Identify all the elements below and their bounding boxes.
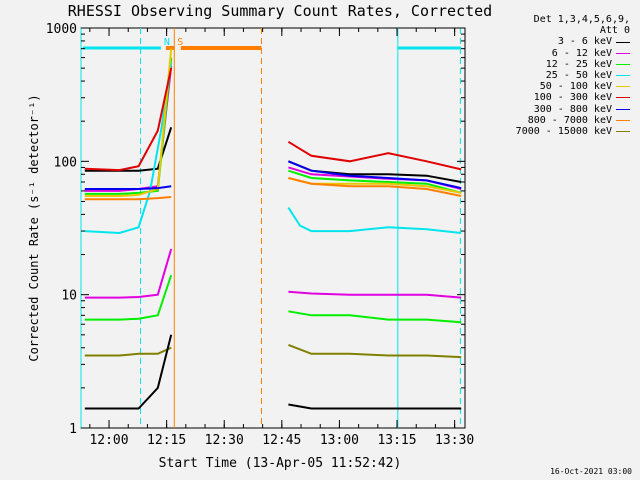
- legend-swatch: [616, 119, 630, 121]
- footer-stamp: 16-Oct-2021 03:00: [550, 467, 632, 476]
- series-line: [84, 248, 173, 299]
- legend-entry: 12 - 25 keV: [480, 59, 630, 70]
- legend-label: 800 - 7000 keV: [527, 114, 612, 126]
- legend-entry: 300 - 800 keV: [480, 104, 630, 115]
- series-line: [84, 67, 173, 172]
- series-line: [287, 207, 462, 234]
- series-line: [288, 403, 462, 410]
- legend-entry: 6 - 12 keV: [480, 48, 630, 59]
- legend-swatch: [616, 75, 630, 77]
- series-line: [84, 346, 172, 357]
- series-line: [84, 196, 172, 201]
- series-line: [288, 343, 462, 359]
- flag-label: N: [164, 37, 170, 48]
- series-line: [288, 290, 462, 299]
- series-line: [84, 334, 173, 410]
- legend-swatch: [616, 41, 630, 43]
- legend-swatch: [616, 108, 630, 110]
- legend-entry: 800 - 7000 keV: [480, 115, 630, 126]
- legend-entry: 50 - 100 keV: [480, 81, 630, 92]
- y-tick-label: 1000: [46, 22, 77, 37]
- legend-label: 300 - 800 keV: [533, 103, 612, 115]
- legend-swatch: [616, 63, 630, 65]
- series-line: [287, 140, 462, 171]
- x-tick-label: 12:30: [205, 433, 244, 448]
- legend-swatch: [616, 86, 630, 88]
- legend-swatch: [616, 52, 630, 54]
- series-line: [84, 48, 173, 197]
- series-line: [288, 310, 462, 324]
- x-axis: 12:00 12:15 12:30 12:45 13:00 13:15 13:30: [89, 28, 474, 448]
- x-axis-label: Start Time (13-Apr-05 11:52:42): [159, 456, 402, 471]
- series-line: [84, 62, 173, 235]
- legend-rows: 3 - 6 keV 6 - 12 keV 12 - 25 keV 25 - 50 ke…: [480, 36, 630, 137]
- legend-label: 50 - 100 keV: [539, 81, 612, 93]
- legend-swatch: [616, 97, 630, 99]
- y-tick-label: 10: [61, 289, 77, 304]
- legend-entry: 25 - 50 keV: [480, 70, 630, 81]
- flag-label: S: [177, 37, 183, 48]
- legend-entry: 3 - 6 keV: [480, 36, 630, 47]
- legend-label: 6 - 12 keV: [551, 47, 612, 59]
- legend-label: 7000 - 15000 keV: [515, 125, 612, 137]
- legend-label: 100 - 300 keV: [533, 92, 612, 104]
- y-axis-label: Corrected Count Rate (s⁻¹ detector⁻¹): [27, 94, 41, 361]
- x-tick-label: 13:15: [377, 433, 416, 448]
- legend-entry: 100 - 300 keV: [480, 92, 630, 103]
- legend-label: 12 - 25 keV: [545, 58, 612, 70]
- legend-label: 3 - 6 keV: [557, 36, 612, 48]
- legend-swatch: [616, 131, 630, 132]
- legend: Det 1,3,4,5,6,9, Att 0 3 - 6 keV 6 - 12 k…: [480, 14, 630, 137]
- y-axis: 1 10 100 1000: [46, 22, 465, 437]
- legend-label: 25 - 50 keV: [545, 69, 612, 81]
- series-line: [288, 169, 462, 194]
- legend-attenuator: Att 0: [599, 25, 630, 37]
- series-line: [84, 185, 172, 190]
- vertical-markers: [80, 28, 461, 428]
- chart-title: RHESSI Observing Summary Count Rates, Co…: [68, 2, 492, 20]
- series-line: [84, 274, 173, 321]
- y-tick-label: 1: [69, 422, 77, 437]
- legend-detectors: Det 1,3,4,5,6,9,: [533, 14, 630, 25]
- series-line: [288, 160, 462, 190]
- x-tick-label: 12:00: [89, 433, 128, 448]
- legend-entry: 7000 - 15000 keV: [480, 126, 630, 137]
- x-tick-label: 12:45: [262, 433, 301, 448]
- series-lines: [84, 48, 462, 410]
- series-line: [288, 177, 462, 197]
- y-tick-label: 100: [54, 155, 77, 170]
- x-tick-label: 13:30: [435, 433, 474, 448]
- x-tick-label: 13:00: [320, 433, 359, 448]
- x-tick-label: 12:15: [147, 433, 186, 448]
